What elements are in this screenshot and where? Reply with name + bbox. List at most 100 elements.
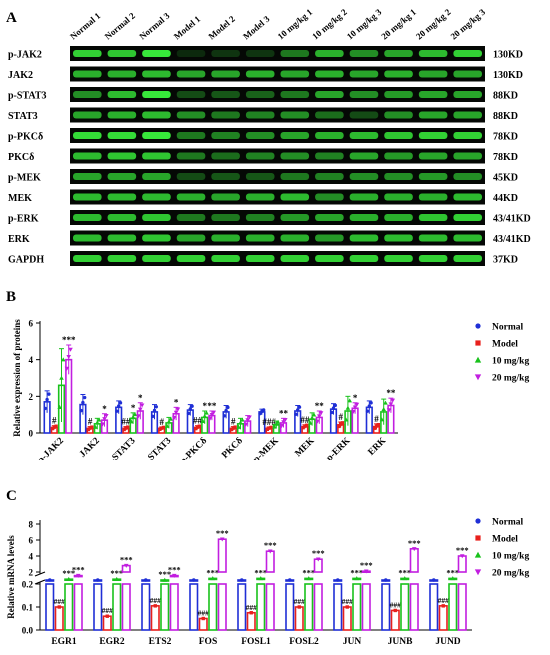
blot-band bbox=[142, 173, 171, 180]
bar-lower-segment bbox=[208, 583, 218, 631]
data-point bbox=[224, 408, 228, 413]
blot-band bbox=[211, 234, 240, 242]
significance-mark: * bbox=[202, 401, 207, 411]
data-point bbox=[374, 424, 379, 428]
data-point bbox=[201, 616, 205, 621]
bar-lower-segment bbox=[457, 583, 467, 631]
data-point bbox=[231, 426, 235, 430]
blot-size-label: 88KD bbox=[493, 111, 518, 122]
data-point bbox=[337, 424, 341, 429]
data-point bbox=[411, 547, 417, 552]
data-point bbox=[365, 409, 370, 413]
significance-mark: *** bbox=[264, 540, 277, 550]
data-point bbox=[297, 605, 301, 609]
panel-label-a: A bbox=[6, 10, 17, 26]
significance-mark: *** bbox=[456, 545, 469, 555]
blot-row-label: p-PKCδ bbox=[8, 132, 43, 143]
blot-band bbox=[107, 193, 137, 201]
data-point bbox=[352, 405, 358, 410]
blot-band bbox=[418, 234, 448, 242]
data-point bbox=[162, 577, 168, 582]
data-point bbox=[166, 419, 172, 424]
lane-label: Normal 3 bbox=[137, 10, 172, 41]
data-point bbox=[160, 426, 164, 430]
blot-band bbox=[73, 173, 102, 180]
blot-strip bbox=[70, 128, 485, 143]
data-point bbox=[301, 425, 305, 430]
significance-mark: ### bbox=[294, 597, 306, 606]
y-tick-label: 2 bbox=[29, 392, 34, 402]
data-point bbox=[57, 405, 62, 410]
x-tick-label: JAK2 bbox=[78, 436, 102, 460]
data-point bbox=[186, 411, 191, 416]
bar bbox=[102, 615, 112, 631]
data-point bbox=[122, 427, 126, 432]
blot-band bbox=[107, 132, 137, 139]
significance-mark: *** bbox=[110, 568, 123, 578]
data-point bbox=[161, 425, 166, 430]
blot-band bbox=[384, 111, 413, 119]
data-point bbox=[168, 416, 173, 421]
bar bbox=[342, 606, 352, 631]
significance-mark: *** bbox=[446, 567, 459, 577]
data-point bbox=[354, 576, 360, 581]
data-point bbox=[158, 427, 162, 431]
blot-band bbox=[73, 132, 102, 139]
blot-band bbox=[349, 50, 379, 57]
blot-band bbox=[453, 234, 482, 242]
x-tick-label: p-MEK bbox=[252, 436, 282, 460]
data-point bbox=[83, 395, 87, 400]
bar-lower-segment bbox=[64, 583, 74, 631]
significance-mark: # bbox=[338, 412, 343, 422]
blot-band bbox=[349, 91, 379, 98]
bar-lower-segment bbox=[237, 583, 247, 631]
bar-lower-segment bbox=[256, 583, 266, 631]
lane-label: Normal 1 bbox=[68, 10, 103, 41]
significance-mark: *** bbox=[398, 567, 411, 577]
blot-band bbox=[280, 111, 310, 119]
blot-band bbox=[280, 173, 310, 180]
data-point bbox=[288, 578, 292, 582]
x-tick-label: ETS2 bbox=[149, 637, 172, 647]
blot-row-label: MEK bbox=[8, 193, 32, 204]
blot-band bbox=[176, 193, 206, 201]
data-point bbox=[296, 408, 300, 412]
blot-band bbox=[142, 132, 171, 139]
blot-size-label: 37KD bbox=[493, 255, 518, 266]
legend-marker bbox=[474, 374, 482, 381]
data-point bbox=[233, 425, 237, 429]
blot-band bbox=[280, 50, 310, 57]
lane-label: 20 mg/kg 2 bbox=[414, 7, 453, 42]
data-point bbox=[210, 576, 216, 581]
data-point bbox=[100, 422, 105, 427]
data-point bbox=[381, 407, 386, 412]
blot-band bbox=[73, 50, 102, 57]
data-point bbox=[139, 403, 145, 408]
blot-band bbox=[384, 70, 413, 78]
blot-band bbox=[211, 50, 240, 57]
blot-band bbox=[73, 214, 102, 221]
y-tick-label: 0.1 bbox=[22, 603, 34, 613]
data-point bbox=[61, 357, 66, 362]
data-point bbox=[117, 404, 121, 408]
data-point bbox=[376, 422, 380, 427]
legend-label: 10 mg/kg bbox=[492, 357, 529, 367]
bar bbox=[198, 617, 208, 631]
bar-lower-segment bbox=[45, 583, 55, 631]
bar-lower-segment bbox=[73, 583, 83, 631]
bar-lower-segment bbox=[189, 583, 199, 631]
data-point bbox=[59, 375, 64, 380]
data-point bbox=[339, 422, 343, 426]
bar-lower-segment bbox=[448, 583, 458, 631]
data-point bbox=[240, 578, 244, 582]
blot-band bbox=[142, 234, 171, 242]
data-point bbox=[265, 427, 269, 431]
blot-band bbox=[107, 214, 137, 221]
lane-label: 20 mg/kg 1 bbox=[379, 7, 418, 42]
data-point bbox=[209, 412, 215, 417]
y-tick-label: 4 bbox=[29, 552, 34, 562]
data-point bbox=[450, 576, 456, 581]
blot-band bbox=[315, 132, 344, 139]
mrna-bar-chart: C 2 4 6 8 0.0 0.1 0.2 Relative mRNA levels ### **… bbox=[6, 488, 529, 647]
blot-band bbox=[245, 111, 275, 119]
